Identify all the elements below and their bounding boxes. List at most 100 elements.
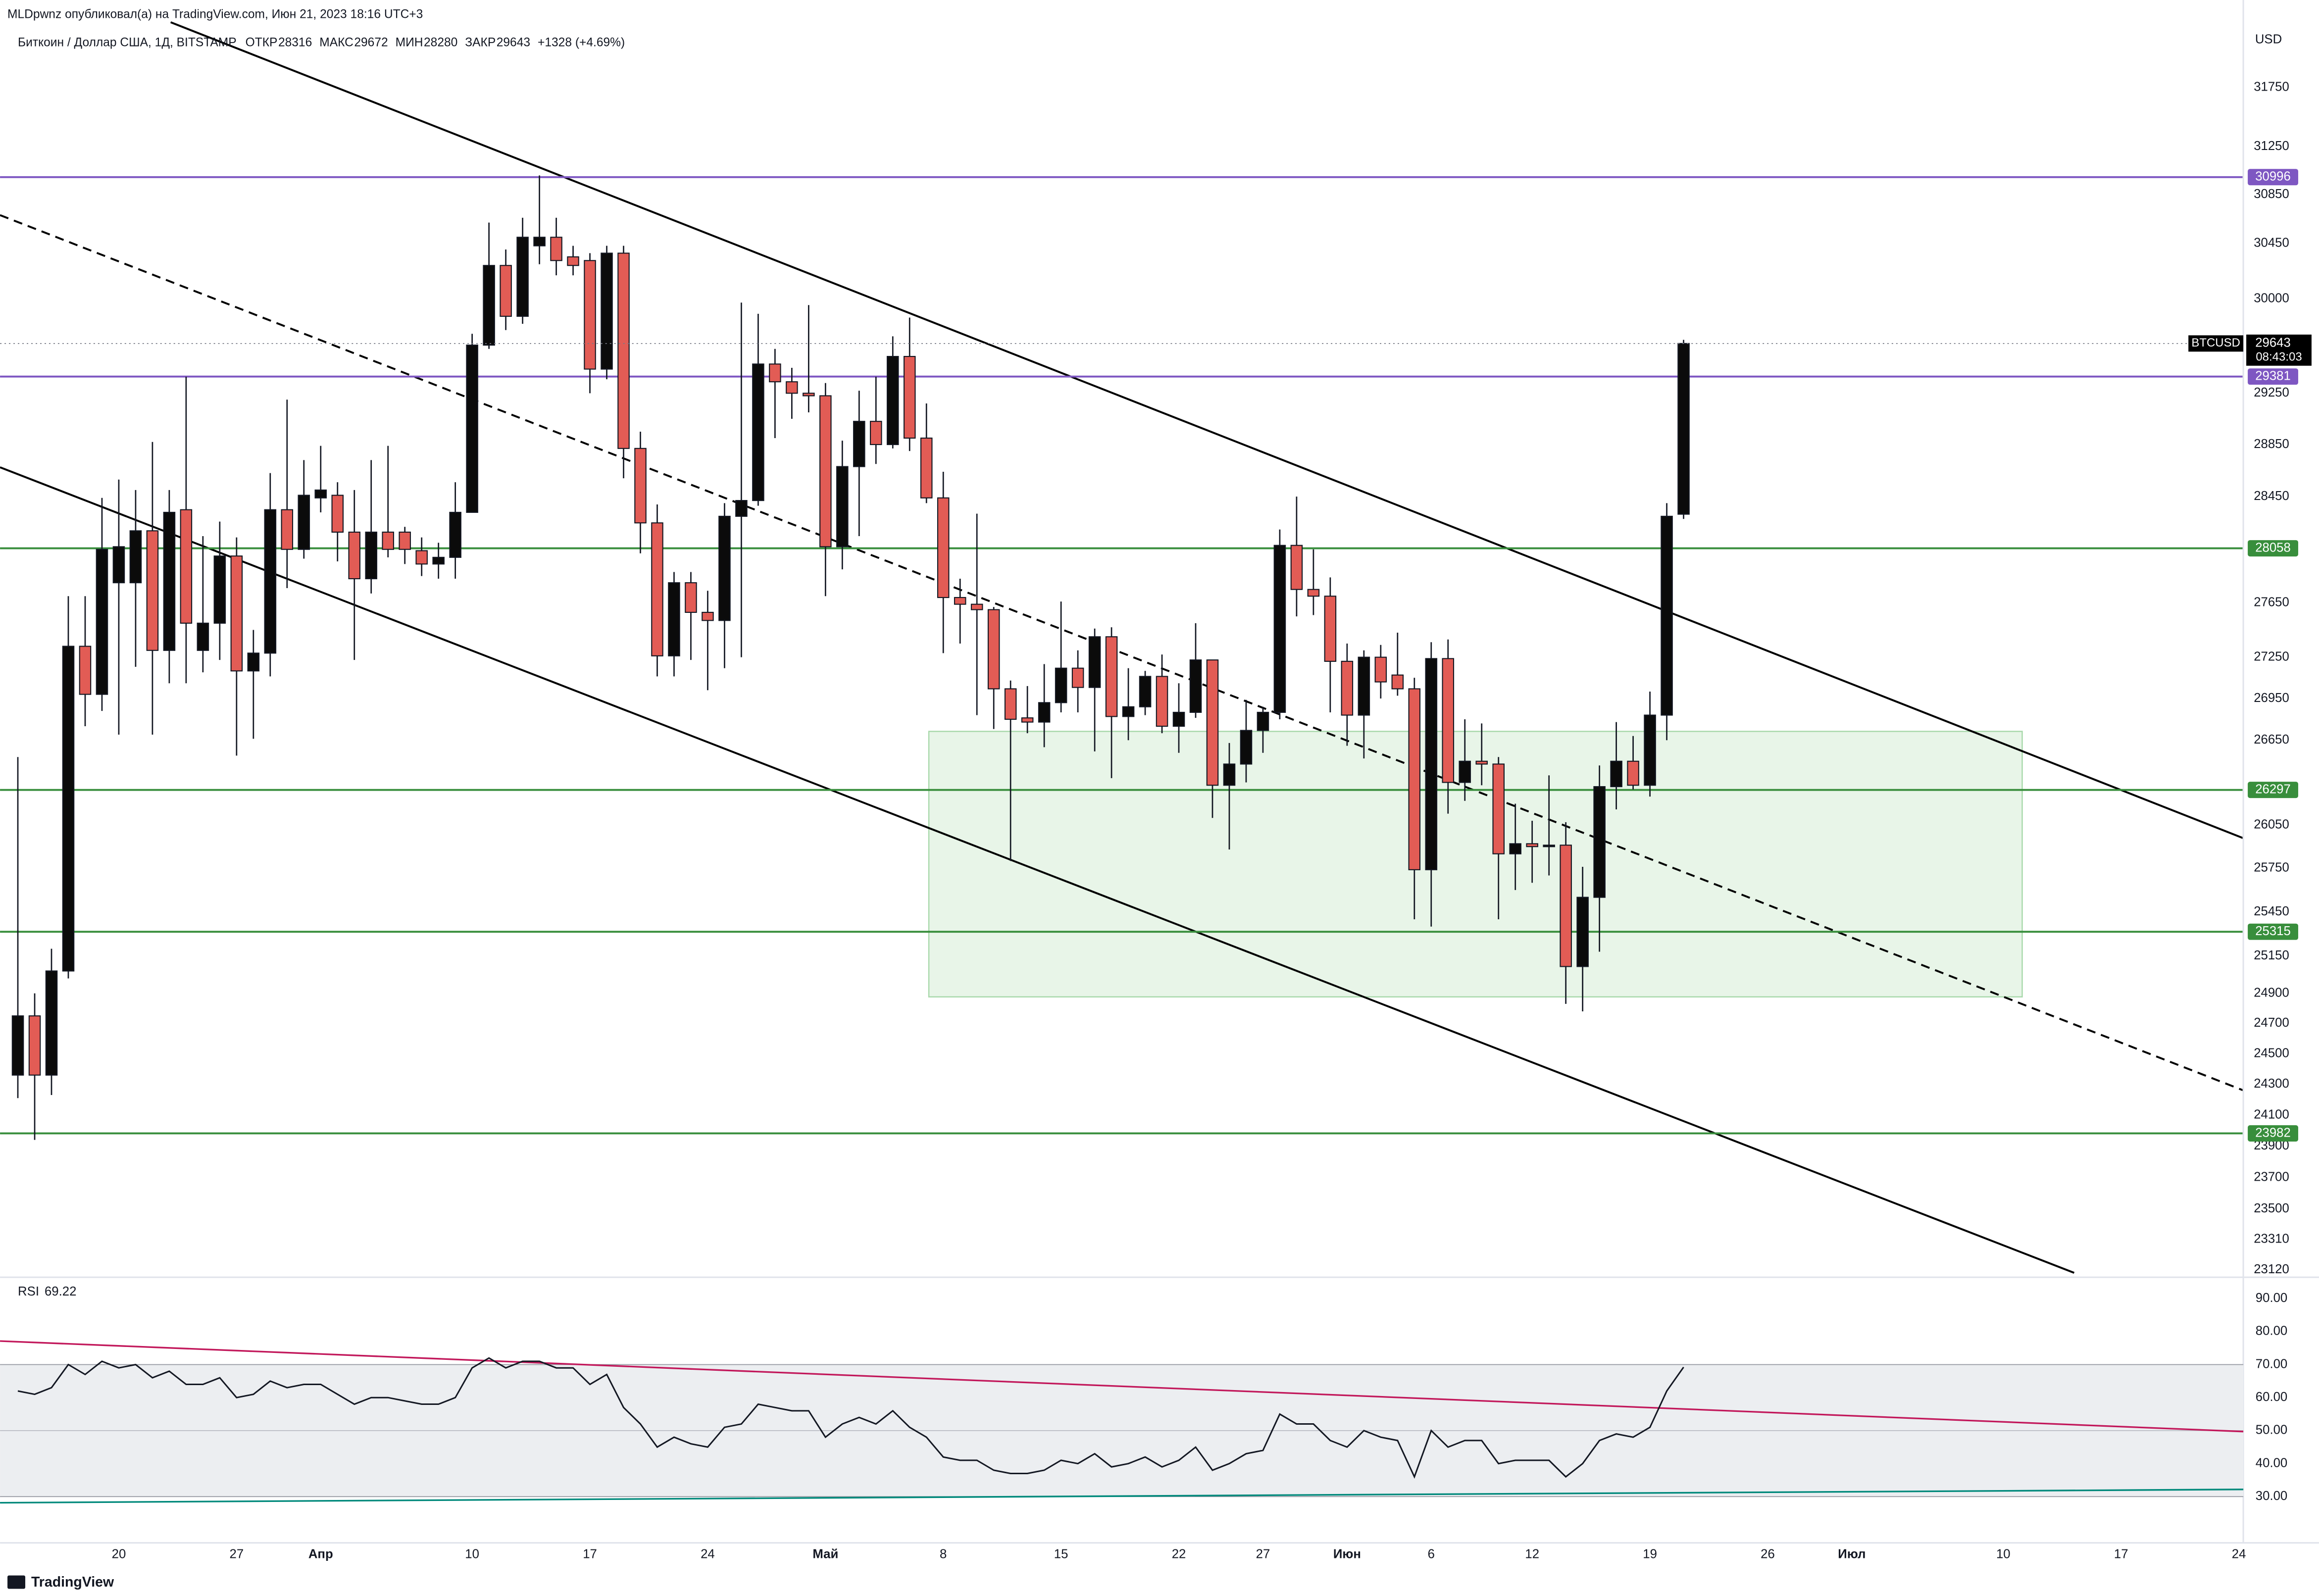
candle-body [1408,688,1421,870]
candle-body [1526,843,1538,848]
legend-ohlc-value: 29672 [354,36,388,49]
candle-body [1560,845,1572,967]
x-tick-label: Июл [1838,1547,1865,1561]
candle-body [264,509,277,654]
countdown-label: 08:43:03 [2256,350,2302,364]
y-tick-label: 24700 [2254,1016,2289,1030]
candle-body [1661,515,1673,716]
candle-body [735,500,748,517]
level-label: 26297 [2255,782,2291,796]
y-tick-label: 26050 [2254,818,2289,832]
candle-body [803,393,815,397]
x-tick-label: 19 [1643,1547,1657,1561]
y-tick-label: 23120 [2254,1262,2289,1276]
y-tick-label: 23500 [2254,1201,2289,1215]
candle-body [702,611,714,621]
x-tick-label: 6 [1428,1547,1435,1561]
candle-body [1576,897,1589,967]
candle-body [247,652,260,672]
currency-label: USD [2255,33,2282,47]
legend-ohlc-value: 28316 [278,36,312,49]
x-tick-label: 20 [112,1547,126,1561]
x-tick-label: Май [812,1547,838,1561]
y-tick-label: 30850 [2254,187,2289,201]
x-tick-label: 17 [2114,1547,2128,1561]
candle-body [1290,545,1303,590]
candle-body [1543,845,1555,848]
candle-body [331,495,344,533]
rsi-tick-label: 70.00 [2256,1357,2287,1371]
candle-body [601,252,613,370]
candle-body [853,421,865,467]
candle-body [298,495,310,550]
y-tick-label: 28850 [2254,437,2289,451]
candle-body [685,582,697,613]
y-tick-label: 25750 [2254,861,2289,875]
channel-upper [170,21,2244,839]
rsi-tick-label: 40.00 [2256,1456,2287,1470]
candle-body [382,531,394,550]
candle-body [1324,596,1337,662]
legend-ohlc-value: 29643 [497,36,530,49]
y-tick-label: 31250 [2254,139,2289,153]
y-tick-label: 26650 [2254,733,2289,747]
legend-ohlc-label: МИН [396,36,423,49]
candle-body [533,237,546,247]
y-tick-label: 30450 [2254,236,2289,249]
levels [0,176,2244,1135]
candle-body [567,256,579,266]
y-tick-label: 30000 [2254,292,2289,305]
candle-body [1139,676,1152,707]
candle-body [1021,717,1034,723]
candle-body [1593,786,1606,898]
candle-body [987,609,1000,690]
candle-body [1088,636,1101,688]
rsi-trend-teal [0,1489,2244,1504]
candle-body [1223,763,1236,786]
y-tick-label: 23700 [2254,1170,2289,1184]
level-label-bg [2248,368,2298,385]
x-tick-label: 15 [1054,1547,1068,1561]
channel-middle [0,214,2244,1092]
brand-logo [7,1575,26,1589]
candle-body [1156,676,1168,727]
candle-body [1391,674,1404,690]
candle-body [1509,843,1521,854]
candle-body [112,546,125,584]
level-label-bg [2248,1125,2298,1142]
candle-body [1644,714,1656,786]
y-tick-label: 29250 [2254,386,2289,399]
candle-body [45,970,58,1076]
candle-body [870,421,882,446]
rsi-line [17,1357,1684,1479]
candle-body [1358,656,1370,716]
x-tick-label: Июн [1333,1547,1361,1561]
candle-body [550,237,562,261]
candle-body [96,549,108,695]
candle-body [1071,667,1084,688]
x-tick-label: 24 [2232,1547,2246,1561]
candle-body [1374,656,1387,683]
y-tick-label: 24300 [2254,1077,2289,1091]
rsi-tick-label: 30.00 [2256,1489,2287,1503]
x-tick-label: 10 [465,1547,479,1561]
legend-title: Биткоин / Доллар США, 1Д, BITSTAMP [18,36,237,49]
legend-ohlc-value: 28280 [424,36,457,49]
y-tick-label: 23310 [2254,1232,2289,1246]
candle-body [62,646,75,972]
candle-body [836,466,849,548]
legend-ohlc-label: МАКС [319,36,353,49]
legend-change: +1328 (+4.69%) [538,36,625,49]
x-tick-label: 12 [1525,1547,1539,1561]
published-note: MLDpwnz опубликовал(а) на TradingView.co… [7,7,423,21]
rsi-tick-label: 50.00 [2256,1423,2287,1437]
level-label: 23982 [2255,1126,2291,1140]
level-label-bg [2248,782,2298,798]
candle-body [466,345,478,513]
candle-body [668,582,680,656]
candle-body [399,531,411,550]
y-tick-label: 24100 [2254,1107,2289,1121]
candle-body [887,356,899,446]
